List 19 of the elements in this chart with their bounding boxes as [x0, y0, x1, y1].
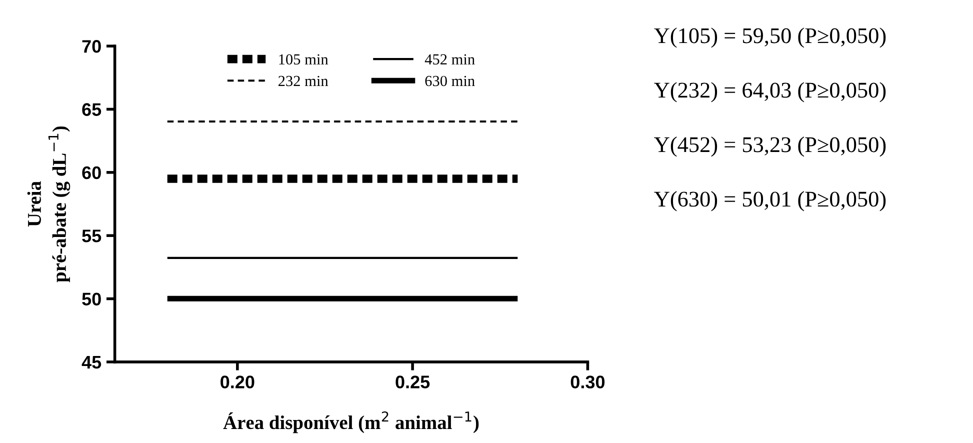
y-tick-label: 70: [82, 40, 101, 53]
y-tick-label: 60: [82, 166, 101, 180]
x-axis-title: Área disponível (m$^{2}$ animal$^{−1}$): [223, 411, 479, 434]
text: Y(232) = 64,03 (P≥0,050): [654, 82, 886, 102]
y-tick-label: 55: [82, 230, 102, 242]
x-tick-label: 0.25: [396, 376, 430, 388]
legend-label: 232 min: [278, 76, 328, 86]
y-tick-label: 45: [82, 356, 102, 369]
text: Y(105) = 59,50 (P≥0,050): [654, 28, 886, 48]
legend-label: 105 min: [279, 54, 328, 65]
text: Y(630) = 50,01 (P≥0,050): [654, 191, 886, 212]
x-tick-label: 0.20: [220, 376, 254, 388]
text: Y(452) = 53,23 (P≥0,050): [654, 136, 886, 157]
legend-label: 630 min: [425, 76, 475, 86]
y-tick-label: 65: [82, 103, 102, 116]
legend-label: 452 min: [424, 54, 475, 65]
x-tick-label: 0.30: [570, 376, 605, 388]
y-axis-title: Ureia pré-abate (g dL$^{−1}$): [27, 126, 70, 282]
y-tick-label: 50: [82, 292, 101, 306]
